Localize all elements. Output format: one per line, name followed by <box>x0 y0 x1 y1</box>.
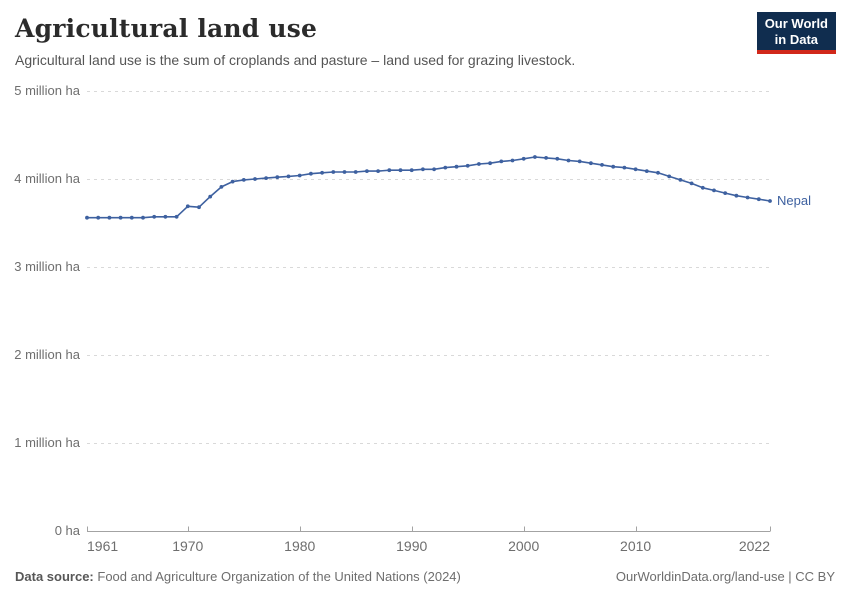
chart-title: Agricultural land use <box>15 14 318 43</box>
y-axis-label: 3 million ha <box>14 259 80 274</box>
x-axis-label: 1970 <box>172 538 204 554</box>
series-label-nepal[interactable]: Nepal <box>777 193 811 208</box>
y-axis-label: 5 million ha <box>14 83 80 98</box>
y-axis-label: 4 million ha <box>14 171 80 186</box>
data-source-label: Data source: <box>15 569 94 584</box>
owid-logo-line2: in Data <box>774 31 819 47</box>
x-axis-label: 2010 <box>620 538 652 554</box>
owid-logo-line1: Our World <box>764 16 828 31</box>
y-axis-label: 0 ha <box>54 523 80 538</box>
y-axis-label: 1 million ha <box>14 435 80 450</box>
x-axis-label: 1961 <box>87 538 119 554</box>
x-axis-label: 2022 <box>738 538 770 554</box>
x-axis-label: 1980 <box>284 538 316 554</box>
credit-link[interactable]: OurWorldinData.org/land-use | CC BY <box>615 569 835 584</box>
y-axis-label: 2 million ha <box>14 347 80 362</box>
x-axis-label: 1990 <box>396 538 428 554</box>
data-source: Data source: Food and Agriculture Organi… <box>15 569 461 584</box>
x-axis-label: 2000 <box>508 538 540 554</box>
data-source-text: Food and Agriculture Organization of the… <box>97 569 461 584</box>
chart-subtitle: Agricultural land use is the sum of crop… <box>15 52 576 68</box>
owid-logo[interactable]: Our World in Data <box>756 12 836 55</box>
